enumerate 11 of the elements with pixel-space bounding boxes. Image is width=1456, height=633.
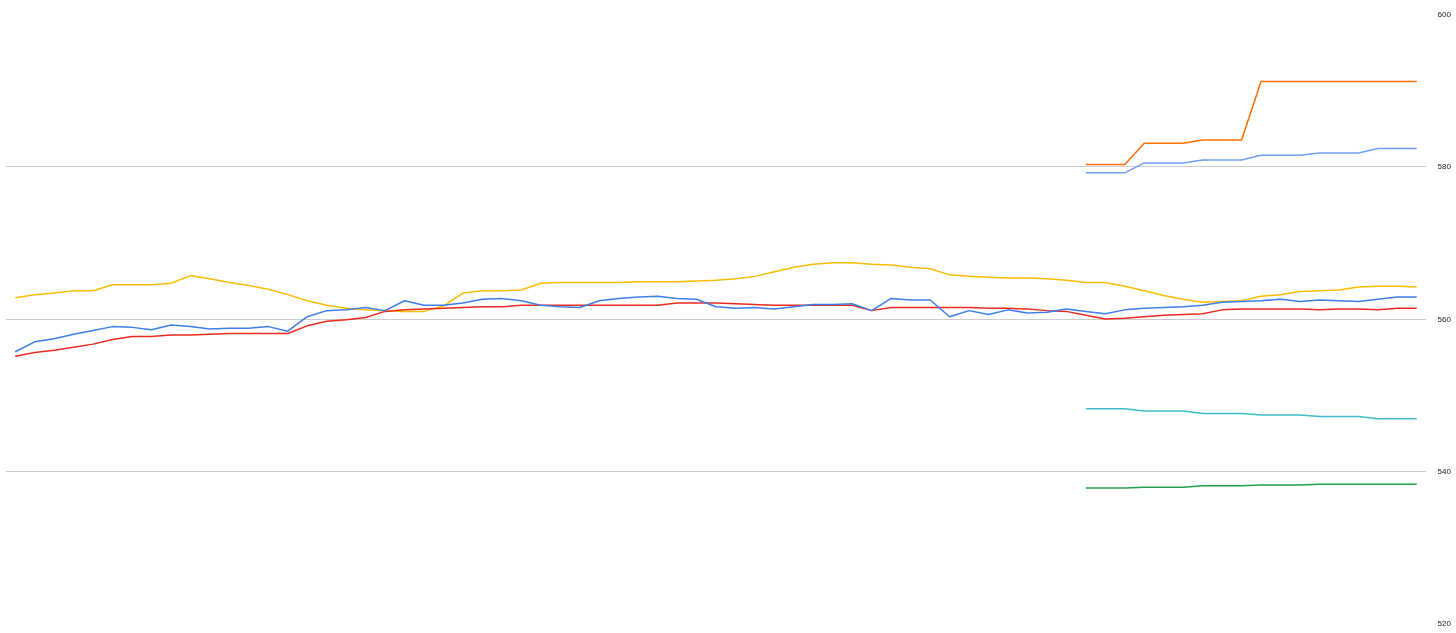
y-tick-label: 540 [1437, 466, 1452, 476]
y-tick-label: 520 [1437, 619, 1452, 628]
y-tick-label: 600 [1437, 10, 1452, 19]
line-series [1085, 408, 1418, 420]
y-tick-label: 580 [1437, 162, 1452, 172]
line-series [1085, 80, 1418, 166]
line-series [14, 261, 1418, 313]
line-series [1085, 147, 1418, 174]
y-tick-label: 560 [1437, 314, 1452, 324]
line-series [14, 295, 1418, 353]
line-series [14, 302, 1418, 358]
